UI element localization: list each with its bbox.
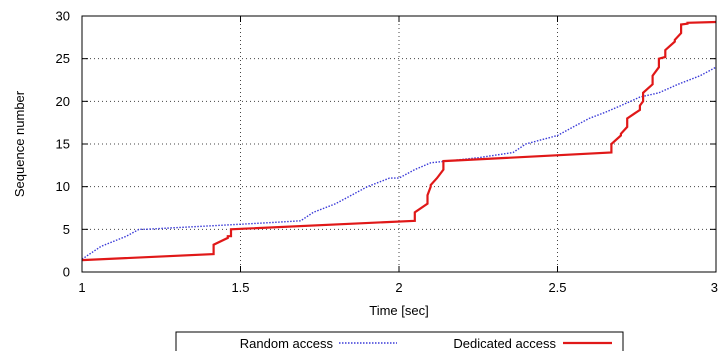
y-tick-label: 15 bbox=[56, 137, 70, 152]
axis-ticks: 0 5 10 15 20 25 30 1 1.5 2 2.5 3 bbox=[56, 9, 718, 296]
series-layer bbox=[81, 20, 717, 262]
y-tick-label: 5 bbox=[63, 222, 70, 237]
legend-box bbox=[175, 331, 624, 351]
x-tick-label: 2.5 bbox=[548, 280, 566, 295]
y-tick-label: 25 bbox=[56, 51, 70, 66]
y-tick-label: 30 bbox=[56, 9, 70, 24]
gridlines bbox=[82, 16, 716, 272]
legend-label: Random access bbox=[240, 336, 334, 351]
series-line-random-access bbox=[81, 66, 717, 260]
legend-label: Dedicated access bbox=[453, 336, 556, 351]
x-tick-label: 3 bbox=[711, 280, 718, 295]
y-tick-label: 10 bbox=[56, 179, 70, 194]
legend: Random access Dedicated access bbox=[175, 331, 624, 351]
y-tick-label: 0 bbox=[63, 265, 70, 280]
series-line-dedicated-access bbox=[81, 20, 717, 262]
y-tick-label: 20 bbox=[56, 94, 70, 109]
x-axis-label: Time [sec] bbox=[369, 303, 428, 318]
x-tick-label: 1.5 bbox=[231, 280, 249, 295]
x-tick-label: 2 bbox=[395, 280, 402, 295]
y-axis-label: Sequence number bbox=[12, 90, 27, 197]
x-tick-label: 1 bbox=[78, 280, 85, 295]
